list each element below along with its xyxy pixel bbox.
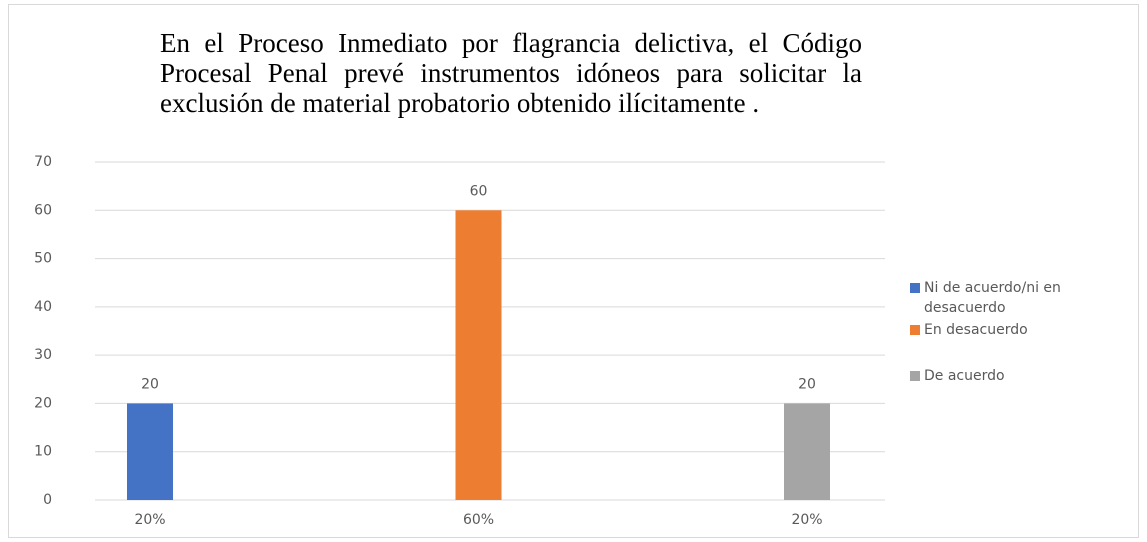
y-tick-label: 70	[34, 154, 52, 170]
chart-frame	[8, 4, 1139, 538]
legend-swatch	[910, 283, 920, 293]
legend-label: En desacuerdo	[924, 322, 1028, 338]
legend-swatch	[910, 371, 920, 381]
data-label: 60	[470, 183, 488, 199]
legend-item: De acuerdo	[910, 366, 1094, 386]
legend-swatch	[910, 325, 920, 335]
legend-item: Ni de acuerdo/ni en desacuerdo	[910, 278, 1094, 318]
y-tick-label: 50	[34, 251, 52, 267]
x-tick-label: 60%	[463, 512, 494, 528]
chart-title: En el Proceso Inmediato por flagrancia d…	[160, 28, 862, 118]
bar	[455, 210, 502, 501]
legend-label: De acuerdo	[924, 368, 1005, 384]
y-tick-label: 30	[34, 347, 52, 363]
data-label: 20	[798, 376, 816, 392]
y-tick-label: 40	[34, 299, 52, 315]
legend-item: En desacuerdo	[910, 320, 1094, 340]
y-tick-label: 60	[34, 202, 52, 218]
bar	[784, 403, 830, 500]
legend-label: Ni de acuerdo/ni en desacuerdo	[924, 280, 1061, 316]
y-tick-label: 0	[43, 492, 52, 508]
y-tick-label: 20	[34, 395, 52, 411]
data-label: 20	[141, 376, 159, 392]
x-tick-label: 20%	[134, 512, 165, 528]
x-tick-label: 20%	[791, 512, 822, 528]
y-tick-label: 10	[34, 444, 52, 460]
bar	[127, 403, 173, 500]
